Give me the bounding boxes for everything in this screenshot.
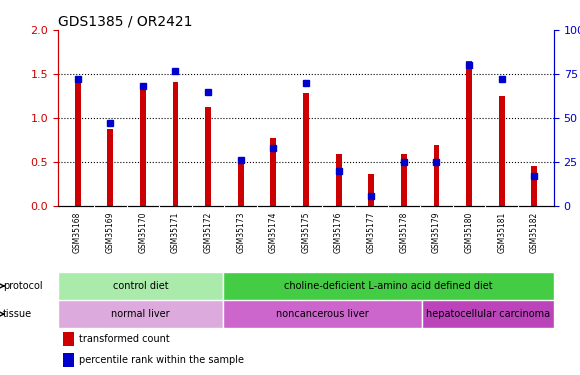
Bar — [270, 138, 276, 206]
Bar — [303, 93, 309, 206]
Bar — [75, 77, 81, 206]
Text: GSM35170: GSM35170 — [138, 211, 147, 253]
Bar — [433, 146, 440, 206]
Bar — [172, 82, 179, 206]
Bar — [58, 272, 223, 300]
Text: GSM35181: GSM35181 — [497, 211, 506, 253]
Text: control diet: control diet — [113, 281, 168, 291]
Bar — [223, 272, 554, 300]
Bar — [336, 154, 342, 206]
Text: GSM35172: GSM35172 — [204, 211, 213, 253]
Text: percentile rank within the sample: percentile rank within the sample — [79, 355, 244, 365]
Bar — [466, 61, 472, 206]
Bar — [140, 86, 146, 206]
Text: noncancerous liver: noncancerous liver — [276, 309, 369, 319]
Text: GSM35177: GSM35177 — [367, 211, 376, 253]
Text: hepatocellular carcinoma: hepatocellular carcinoma — [426, 309, 550, 319]
Bar — [238, 162, 244, 206]
Text: GSM35168: GSM35168 — [73, 211, 82, 253]
Bar — [205, 106, 211, 206]
Text: GSM35175: GSM35175 — [302, 211, 310, 253]
Text: tissue: tissue — [3, 309, 32, 319]
Bar — [531, 166, 537, 206]
Bar — [499, 96, 505, 206]
Bar — [58, 300, 223, 328]
Text: GDS1385 / OR2421: GDS1385 / OR2421 — [58, 15, 193, 29]
Bar — [401, 154, 407, 206]
Text: GSM35182: GSM35182 — [530, 211, 539, 253]
Bar — [107, 129, 113, 206]
Bar — [63, 333, 74, 346]
Text: GSM35176: GSM35176 — [334, 211, 343, 253]
Text: GSM35169: GSM35169 — [106, 211, 115, 253]
Bar — [422, 300, 554, 328]
Text: GSM35180: GSM35180 — [465, 211, 474, 253]
Text: GSM35174: GSM35174 — [269, 211, 278, 253]
Text: GSM35171: GSM35171 — [171, 211, 180, 253]
Text: protocol: protocol — [3, 281, 42, 291]
Bar — [368, 174, 374, 206]
Bar — [223, 300, 422, 328]
Text: normal liver: normal liver — [111, 309, 170, 319]
Text: choline-deficient L-amino acid defined diet: choline-deficient L-amino acid defined d… — [284, 281, 493, 291]
Bar — [63, 353, 74, 367]
Text: GSM35178: GSM35178 — [399, 211, 408, 253]
Text: GSM35179: GSM35179 — [432, 211, 441, 253]
Text: GSM35173: GSM35173 — [236, 211, 245, 253]
Text: transformed count: transformed count — [79, 334, 170, 344]
